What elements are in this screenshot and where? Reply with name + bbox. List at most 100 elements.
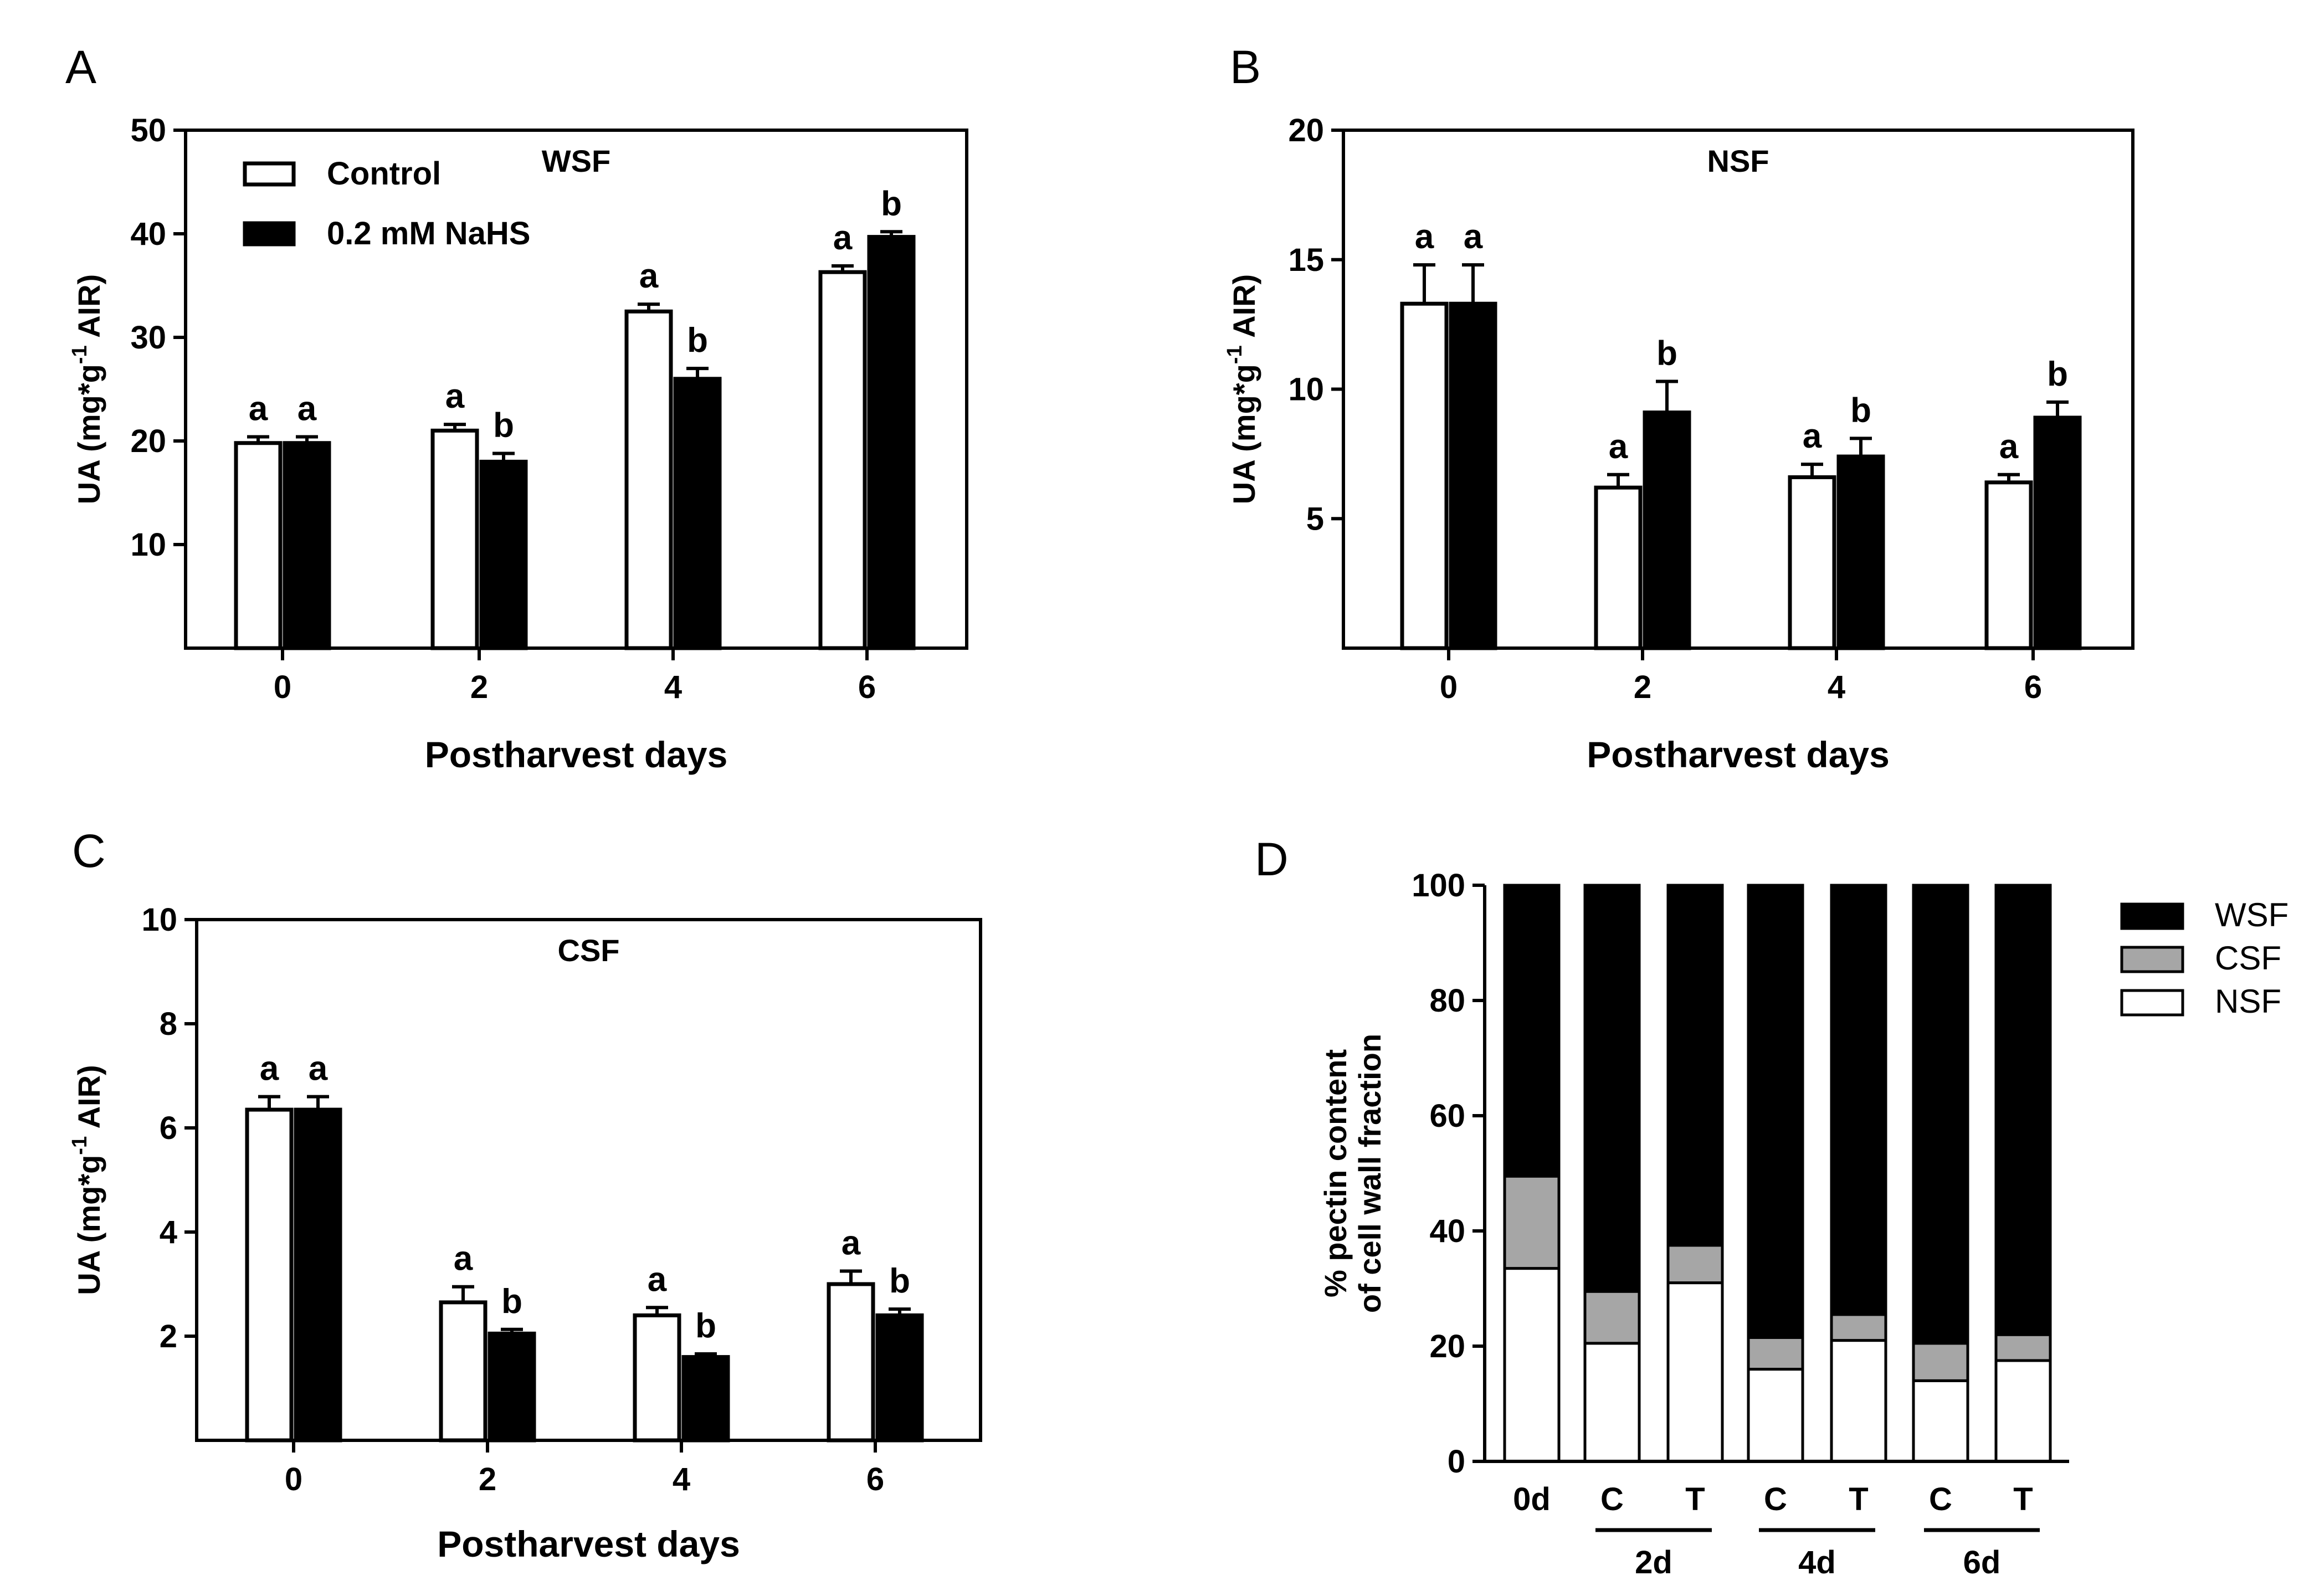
group-label: 6d [1963,1544,2001,1580]
bar-nahs-2 [488,1331,536,1443]
stack-csf-5 [1912,1342,1969,1382]
bar-control-0 [234,441,283,650]
bar-nahs-0 [1449,301,1497,650]
bar-nahs-6 [875,1313,924,1443]
plot-frame [195,918,982,1442]
stack-nsf-6 [1994,1359,2052,1463]
y-tick-label: 0 [1448,1444,1465,1480]
bar-nahs-4 [673,377,722,650]
significance-letter: b [1850,391,1871,429]
y-tick-label: 10 [1288,372,1324,408]
legend-label-csf: CSF [2215,940,2281,977]
stack-csf-1 [1583,1290,1641,1345]
bar-control-4 [633,1313,681,1443]
y-tick-label: 15 [1288,242,1324,278]
y-tick-label: 30 [130,320,166,356]
x-tick-label: 0 [1440,669,1458,705]
stack-csf-4 [1830,1313,1887,1342]
chart-title: WSF [542,143,610,178]
y-tick-label: 10 [130,527,166,563]
significance-letter: a [445,377,465,415]
x-tick-label: 0d [1513,1481,1551,1517]
stack-wsf-3 [1747,884,1804,1339]
panel-letter: A [65,41,96,93]
y-tick-label: 20 [130,423,166,459]
x-tick-label: 0 [274,669,291,705]
panel-D: D 0d C T C T C T 0 20 40 60 80 100 2d 4d 6d % pectin cont… [1255,833,2289,1580]
significance-letter: b [889,1262,910,1300]
y-tick-label: 60 [1429,1098,1465,1134]
bar-nahs-2 [479,459,528,650]
x-tick-label: 6 [2024,669,2042,705]
y-tick-label: 40 [1429,1213,1465,1249]
significance-letter: a [1609,428,1628,466]
significance-letter: a [260,1050,279,1088]
significance-letter: a [309,1050,328,1088]
x-tick-label: 4 [1828,669,1845,705]
x-tick-label: C [1600,1481,1624,1517]
stack-wsf-0 [1503,884,1561,1178]
x-tick-label: 2 [470,669,488,705]
stack-wsf-1 [1583,884,1641,1293]
stack-wsf-5 [1912,884,1969,1345]
significance-letter: a [1803,417,1822,455]
legend-swatch-control [243,161,296,187]
stack-nsf-3 [1747,1368,1804,1463]
plot-frame [184,129,968,650]
stack-wsf-2 [1666,884,1724,1247]
x-tick-label: 0 [285,1461,302,1497]
x-tick-label: 2 [1634,669,1651,705]
significance-letter: a [841,1224,861,1263]
y-tick-label: 8 [160,1006,177,1042]
x-tick-label: 2 [479,1461,496,1497]
legend: WSF CSF NSF [2120,896,2289,1020]
x-tick-label: C [1929,1481,1952,1517]
bar-nahs-4 [681,1355,730,1443]
bar-nahs-2 [1643,410,1691,650]
stack-wsf-4 [1830,884,1887,1316]
y-axis-label-line: % pectin content [1318,1049,1353,1297]
significance-letter: a [297,390,317,428]
y-tick-label: 4 [160,1214,177,1250]
x-axis-label: Postharvest days [425,734,728,775]
significance-letter: b [695,1307,716,1345]
bar-nahs-6 [2033,415,2082,650]
x-tick-label: 6 [866,1461,884,1497]
bar-nahs-4 [1836,454,1885,650]
significance-letter: a [454,1240,473,1278]
legend-label-nsf: NSF [2215,983,2281,1020]
x-axis-label: Postharvest days [1587,734,1890,775]
y-tick-label: 2 [160,1318,177,1354]
legend-label-wsf: WSF [2215,896,2289,933]
stack-nsf-2 [1666,1281,1724,1463]
significance-letter: b [1656,334,1677,372]
significance-letter: a [249,390,268,428]
significance-letter: a [1464,218,1483,256]
legend-swatch-wsf [2120,902,2184,930]
y-axis-label: UA (mg*g-1 AIR) [68,274,106,504]
stack-nsf-0 [1503,1267,1561,1463]
bar-nahs-0 [283,441,331,650]
panel-letter: B [1230,41,1261,93]
x-tick-label: T [1685,1481,1705,1517]
bar-control-2 [430,428,479,650]
significance-letter: b [2047,355,2068,393]
significance-letter: a [1999,428,2019,466]
legend: Control 0.2 mM NaHS [243,156,530,252]
bar-nahs-0 [294,1107,342,1443]
y-tick-label: 10 [141,902,177,938]
x-tick-label: C [1764,1481,1787,1517]
x-tick-label: 6 [858,669,876,705]
x-tick-label: T [2013,1481,2033,1517]
stack-csf-2 [1666,1244,1724,1285]
significance-letter: b [493,406,514,444]
y-tick-label: 40 [130,216,166,252]
bar-control-0 [245,1107,294,1443]
stack-csf-3 [1747,1336,1804,1371]
y-tick-label: 20 [1429,1328,1465,1364]
y-axis-label-line: of cell wall fraction [1352,1034,1387,1313]
y-tick-label: 5 [1306,501,1324,537]
significance-letter: a [833,219,853,257]
